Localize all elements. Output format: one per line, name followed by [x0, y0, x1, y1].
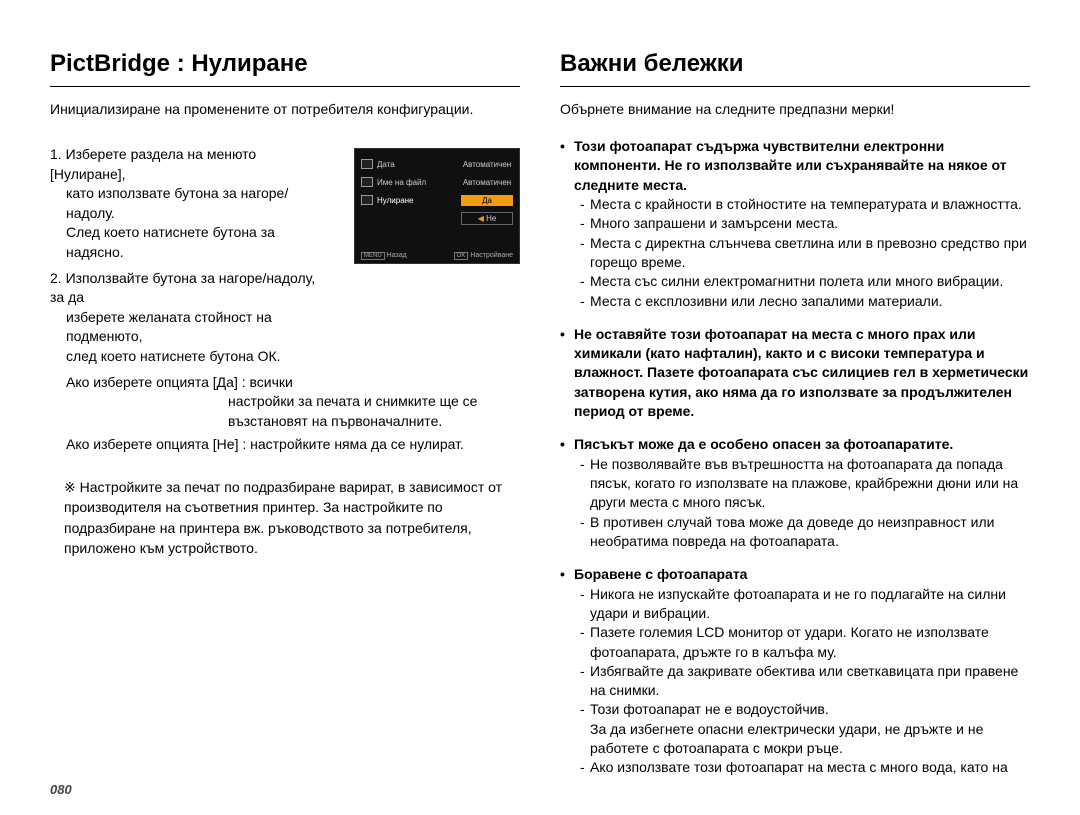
bullet-2-head: Не оставяйте този фотоапарат на места с … — [574, 325, 1030, 422]
bullet-4: •Боравене с фотоапарата -Никога не изпус… — [560, 565, 1030, 777]
lcd-menu-button: MENU — [361, 252, 385, 260]
dash-item-text: Избягвайте да закривате обектива или све… — [590, 662, 1030, 701]
left-column: PictBridge : Нулиране Инициализиране на … — [50, 50, 520, 795]
option-yes-line3: възстановят на първоначалните. — [50, 412, 520, 432]
lcd-reset-label: Нулиране — [377, 196, 414, 205]
left-heading: PictBridge : Нулиране — [50, 50, 520, 87]
dash-item: -Този фотоапарат не е водоустойчив. За д… — [580, 700, 1030, 758]
dash-item-text: Много запрашени и замърсени места. — [590, 214, 1030, 233]
option-yes-line1: Ако изберете опцията [Да] : всички — [50, 373, 520, 393]
step1-line1: 1. Изберете раздела на менюто [Нулиране]… — [50, 145, 320, 184]
dash-item-text: Места с крайности в стойностите на темпе… — [590, 195, 1030, 214]
file-icon — [361, 177, 373, 187]
bullet-2: •Не оставяйте този фотоапарат на места с… — [560, 325, 1030, 422]
calendar-icon — [361, 159, 373, 169]
footnote: ※ Настройките за печат по подразбиране в… — [50, 477, 520, 558]
step2-line3: след което натиснете бутона ОК. — [50, 347, 320, 367]
camera-lcd: Дата Автоматичен Име на файл Автоматичен… — [354, 148, 520, 264]
lcd-option-yes: Да — [461, 195, 513, 206]
dash-item: -Избягвайте да закривате обектива или св… — [580, 662, 1030, 701]
dash-item: -Пазете големия LCD монитор от удари. Ко… — [580, 623, 1030, 662]
step2-line1: 2. Използвайте бутона за нагоре/надолу, … — [50, 269, 320, 308]
dash-item: -Не позволявайте във вътрешността на фот… — [580, 455, 1030, 513]
bullet-3: •Пясъкът може да е особено опасен за фот… — [560, 435, 1030, 551]
left-intro: Инициализиране на променените от потреби… — [50, 101, 520, 117]
step1-line3: След което натиснете бутона за надясно. — [50, 223, 320, 262]
bullet-1-head: Този фотоапарат съдържа чувствителни еле… — [574, 137, 1030, 195]
dash-item-text: В противен случай това може да доведе до… — [590, 513, 1030, 552]
dash-item-text: Никога не изпускайте фотоапарата и не го… — [590, 585, 1030, 624]
dash-item: -Много запрашени и замърсени места. — [580, 214, 1030, 233]
lcd-filename-value: Автоматичен — [461, 178, 513, 187]
lcd-date-label: Дата — [377, 160, 395, 169]
option-no-line: Ако изберете опцията [Не] : настройките … — [50, 435, 520, 455]
dash-item: -Места със силни електромагнитни полета … — [580, 272, 1030, 291]
right-heading: Важни бележки — [560, 50, 1030, 87]
right-column: Важни бележки Обърнете внимание на следн… — [560, 50, 1030, 795]
dash-item: -В противен случай това може да доведе д… — [580, 513, 1030, 552]
right-intro: Обърнете внимание на следните предпазни … — [560, 101, 1030, 117]
dash-item-text: Не позволявайте във вътрешността на фото… — [590, 455, 1030, 513]
dash-item: -Места с експлозивни или лесно запалими … — [580, 292, 1030, 311]
step1-line2: като използвате бутона за нагоре/надолу. — [50, 184, 320, 223]
bullet-3-head: Пясъкът може да е особено опасен за фото… — [574, 435, 1030, 454]
bullet-1: •Този фотоапарат съдържа чувствителни ел… — [560, 137, 1030, 311]
dash-item-text: Ако използвате този фотоапарат на места … — [590, 758, 1030, 777]
dash-item-text: Места с директна слънчева светлина или в… — [590, 234, 1030, 273]
lcd-back-label: Назад — [387, 252, 407, 259]
bullet-4-head: Боравене с фотоапарата — [574, 565, 1030, 584]
lcd-date-value: Автоматичен — [461, 160, 513, 169]
dash-item: -Никога не изпускайте фотоапарата и не г… — [580, 585, 1030, 624]
dash-item-text: Места със силни електромагнитни полета и… — [590, 272, 1030, 291]
dash-item-text: Пазете големия LCD монитор от удари. Ког… — [590, 623, 1030, 662]
step2-line2: изберете желаната стойност на подменюто, — [50, 308, 320, 347]
option-yes-line2: настройки за печата и снимките ще се — [50, 392, 520, 412]
reset-icon — [361, 195, 373, 205]
dash-item: -Места с крайности в стойностите на темп… — [580, 195, 1030, 214]
dash-item-text: Този фотоапарат не е водоустойчив. За да… — [590, 700, 1030, 758]
lcd-set-label: Настройване — [470, 252, 513, 259]
dash-item: -Места с директна слънчева светлина или … — [580, 234, 1030, 273]
lcd-option-no: ◀ Не — [461, 212, 513, 225]
page-number: 080 — [50, 782, 72, 797]
dash-item: -Ако използвате този фотоапарат на места… — [580, 758, 1030, 777]
lcd-filename-label: Име на файл — [377, 178, 426, 187]
dash-item-text: Места с експлозивни или лесно запалими м… — [590, 292, 1030, 311]
lcd-ok-button: OK — [454, 252, 469, 260]
